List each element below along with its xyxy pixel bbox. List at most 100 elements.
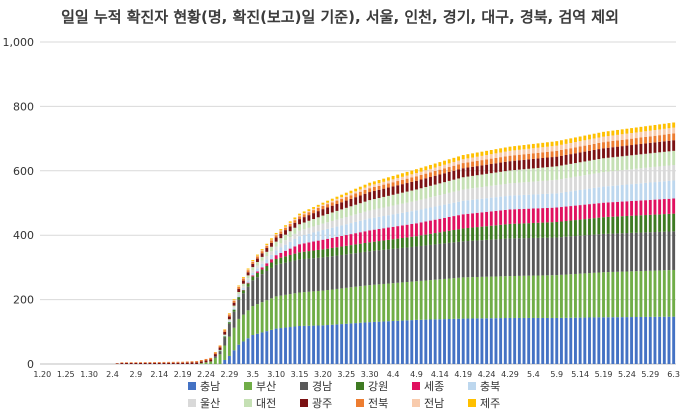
bar-segment: [494, 276, 498, 319]
bar-segment: [251, 272, 255, 276]
bar-segment: [288, 221, 292, 223]
bar-segment: [284, 226, 287, 228]
bar-segment: [284, 234, 287, 241]
bar-segment: [415, 246, 418, 282]
bar-segment: [564, 164, 568, 179]
bar-segment: [354, 253, 358, 287]
legend-swatch: [188, 399, 196, 407]
bar-segment: [625, 201, 629, 216]
bar-segment: [429, 220, 432, 234]
bar-segment: [279, 328, 283, 364]
bar-segment: [517, 275, 521, 318]
bar-segment: [648, 136, 652, 143]
bar-segment: [298, 292, 301, 327]
bar-segment: [232, 300, 236, 303]
bar-segment: [302, 258, 306, 293]
bar-segment: [241, 278, 245, 281]
bar-segment: [564, 178, 568, 192]
bar-segment: [246, 286, 250, 311]
bar-segment: [270, 298, 273, 330]
bar-segment: [256, 272, 259, 278]
bar-segment: [452, 278, 456, 319]
bar-segment: [527, 275, 531, 318]
bar-segment: [653, 142, 657, 153]
bar-segment: [419, 174, 423, 180]
bar-segment: [326, 238, 330, 249]
bar-segment: [415, 223, 418, 237]
bar-segment: [639, 200, 643, 216]
bar-segment: [527, 144, 531, 149]
bar-segment: [541, 147, 545, 153]
bar-segment: [288, 248, 292, 255]
bar-segment: [644, 131, 648, 137]
bar-segment: [335, 255, 339, 289]
bar-segment: [508, 223, 512, 239]
bar-segment: [405, 320, 409, 364]
bar-segment: [443, 160, 446, 165]
bar-segment: [340, 225, 344, 236]
bar-segment: [517, 182, 521, 196]
bar-segment: [531, 237, 535, 276]
bar-segment: [606, 157, 610, 172]
bar-segment: [443, 278, 446, 320]
bar-segment: [606, 216, 610, 234]
bar-segment: [344, 323, 348, 364]
bar-segment: [485, 226, 489, 240]
bar-segment: [461, 163, 465, 169]
bar-segment: [503, 156, 507, 162]
bar-segment: [536, 147, 540, 153]
bar-segment: [316, 257, 320, 291]
bar-segment: [260, 302, 264, 333]
bar-segment: [363, 193, 367, 202]
bar-segment: [302, 214, 306, 218]
bar-segment: [344, 195, 348, 198]
bar-segment: [545, 222, 549, 238]
bar-segment: [307, 251, 311, 259]
bar-segment: [396, 174, 400, 179]
bar-segment: [475, 175, 479, 188]
bar-segment: [620, 317, 624, 364]
y-tick-label: 0: [27, 358, 34, 371]
bar-segment: [447, 242, 451, 279]
bar-segment: [363, 187, 367, 190]
x-tick-label: 3.30: [361, 370, 379, 379]
bar-segment: [475, 166, 479, 176]
bar-segment: [639, 183, 643, 201]
bar-segment: [480, 198, 484, 213]
bar-segment: [354, 197, 358, 205]
bar-segment: [284, 262, 287, 295]
bar-segment: [513, 209, 517, 224]
bar-segment: [550, 237, 554, 276]
bar-segment: [218, 347, 222, 350]
bar-segment: [400, 212, 404, 226]
bar-segment: [265, 263, 269, 266]
bar-segment: [475, 152, 479, 157]
bar-segment: [555, 179, 559, 194]
bar-segment: [363, 211, 367, 220]
bar-segment: [391, 321, 395, 364]
bar-segment: [405, 183, 409, 192]
bar-segment: [129, 362, 133, 364]
bar-segment: [256, 256, 259, 259]
bar-segment: [457, 160, 460, 165]
bar-segment: [471, 153, 475, 158]
legend-label: 제주: [480, 397, 501, 410]
bar-segment: [559, 221, 563, 238]
bar-segment: [475, 227, 479, 241]
bar-segment: [578, 189, 582, 206]
bar-segment: [213, 356, 217, 358]
bar-segment: [429, 164, 432, 169]
bar-segment: [400, 179, 404, 185]
bar-segment: [293, 253, 297, 261]
bar-segment: [559, 165, 563, 180]
bar-segment: [377, 197, 381, 209]
bar-segment: [564, 154, 568, 165]
bar-segment: [349, 206, 353, 216]
bar-segment: [340, 197, 344, 199]
bar-segment: [293, 217, 297, 220]
bar-segment: [382, 181, 386, 185]
bar-segment: [270, 238, 273, 240]
x-tick-label: 5.14: [571, 370, 589, 379]
bar-segment: [639, 154, 643, 169]
bar-segment: [564, 221, 568, 237]
